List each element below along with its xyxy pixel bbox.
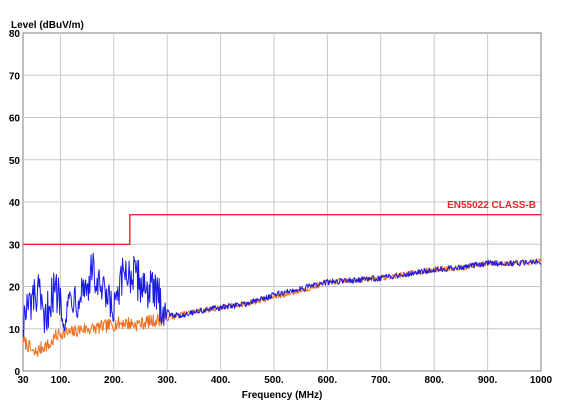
- x-tick-label: 600.: [318, 375, 338, 386]
- x-tick-label: 900.: [478, 375, 498, 386]
- x-tick-label: 300.: [157, 375, 177, 386]
- x-tick-label: 1000: [530, 375, 553, 386]
- y-tick-label: 70: [9, 71, 21, 82]
- x-tick-label: 100.: [51, 375, 71, 386]
- series-line: [22, 252, 541, 338]
- x-tick-label: 400.: [211, 375, 231, 386]
- limit-line: [23, 213, 541, 246]
- y-tick-label: 60: [9, 114, 21, 125]
- limit-line-group: [23, 213, 541, 246]
- y-tick-label: 0: [14, 367, 20, 378]
- limit-line-label: EN55022 CLASS-B: [447, 200, 536, 211]
- y-axis-title: Level (dBuV/m): [11, 20, 84, 31]
- x-tick-label: 500.: [264, 375, 284, 386]
- x-tick-label: 200.: [104, 375, 124, 386]
- series-group: [22, 252, 542, 357]
- y-tick-labels: 0 10 20 30 40 50 60 70 80: [9, 29, 21, 378]
- x-tick-label: 700.: [371, 375, 391, 386]
- x-axis-title: Frequency (MHz): [242, 390, 323, 401]
- y-tick-label: 10: [9, 325, 21, 336]
- y-tick-label: 30: [9, 240, 21, 251]
- y-tick-label: 20: [9, 283, 21, 294]
- y-tick-label: 50: [9, 156, 21, 167]
- y-tick-label: 40: [9, 198, 21, 209]
- y-tick-label: 80: [9, 29, 21, 40]
- x-tick-label: 800.: [424, 375, 444, 386]
- x-tick-labels: 30 100. 200. 300. 400. 500. 600. 700. 800. 900. 10…: [17, 375, 552, 386]
- x-tick-label: 30: [17, 375, 29, 386]
